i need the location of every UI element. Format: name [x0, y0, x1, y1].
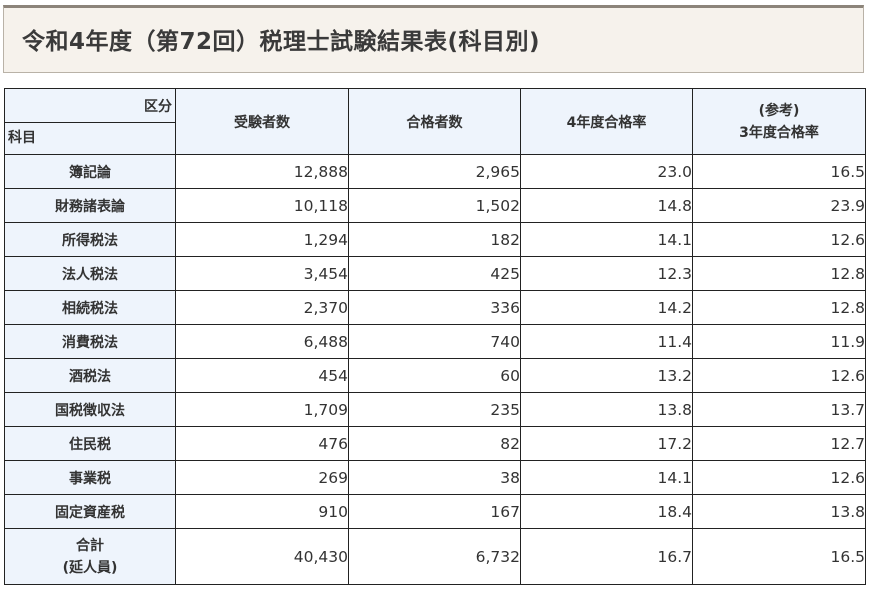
- subject-cell: 消費税法: [4, 324, 176, 359]
- table-row: 酒税法 454 60 13.2 12.6: [4, 358, 866, 393]
- corner-divider: [5, 122, 175, 123]
- passers-cell: 38: [348, 460, 521, 495]
- examinees-cell: 910: [175, 494, 349, 529]
- rate-r4-cell: 11.4: [520, 324, 693, 359]
- table-row: 簿記論 12,888 2,965 23.0 16.5: [4, 154, 866, 189]
- table-row: 国税徴収法 1,709 235 13.8 13.7: [4, 392, 866, 427]
- rate-r4-cell: 14.1: [520, 222, 693, 257]
- passers-cell: 60: [348, 358, 521, 393]
- total-row: 合計 (延人員) 40,430 6,732 16.7 16.5: [4, 528, 866, 585]
- passers-cell: 336: [348, 290, 521, 325]
- reference-label: (参考): [758, 102, 800, 119]
- passers-cell: 1,502: [348, 188, 521, 223]
- results-body: 簿記論 12,888 2,965 23.0 16.5 財務諸表論 10,118 …: [4, 154, 866, 585]
- table-row: 相続税法 2,370 336 14.2 12.8: [4, 290, 866, 325]
- examinees-header: 受験者数: [175, 88, 349, 155]
- rate-r4-cell: 14.2: [520, 290, 693, 325]
- rate-r4-cell: 12.3: [520, 256, 693, 291]
- rate-r4-cell: 13.2: [520, 358, 693, 393]
- title-box: 令和4年度（第72回）税理士試験結果表(科目別): [3, 5, 864, 73]
- rate-r3-label: 3年度合格率: [739, 124, 819, 141]
- rate-r3-header: (参考) 3年度合格率: [692, 88, 866, 155]
- examinees-cell: 454: [175, 358, 349, 393]
- subject-cell: 相続税法: [4, 290, 176, 325]
- passers-cell: 167: [348, 494, 521, 529]
- table-row: 事業税 269 38 14.1 12.6: [4, 460, 866, 495]
- passers-cell: 82: [348, 426, 521, 461]
- subject-cell: 固定資産税: [4, 494, 176, 529]
- rate-r3-cell: 13.8: [692, 494, 866, 529]
- passers-header: 合格者数: [348, 88, 521, 155]
- total-rate-r3-cell: 16.5: [692, 528, 866, 585]
- subject-cell: 事業税: [4, 460, 176, 495]
- rate-r3-cell: 12.8: [692, 256, 866, 291]
- examinees-cell: 12,888: [175, 154, 349, 189]
- rate-r4-cell: 18.4: [520, 494, 693, 529]
- passers-cell: 740: [348, 324, 521, 359]
- table-row: 消費税法 6,488 740 11.4 11.9: [4, 324, 866, 359]
- subject-cell: 財務諸表論: [4, 188, 176, 223]
- passers-cell: 425: [348, 256, 521, 291]
- subject-cell: 所得税法: [4, 222, 176, 257]
- rate-r3-cell: 13.7: [692, 392, 866, 427]
- rate-r3-cell: 12.6: [692, 460, 866, 495]
- table-row: 所得税法 1,294 182 14.1 12.6: [4, 222, 866, 257]
- total-passers-cell: 6,732: [348, 528, 521, 585]
- examinees-cell: 3,454: [175, 256, 349, 291]
- total-examinees-cell: 40,430: [175, 528, 349, 585]
- subject-cell: 簿記論: [4, 154, 176, 189]
- rate-r4-header: 4年度合格率: [520, 88, 693, 155]
- total-sublabel: (延人員): [62, 559, 118, 576]
- examinees-cell: 269: [175, 460, 349, 495]
- page-title: 令和4年度（第72回）税理士試験結果表(科目別): [22, 29, 541, 55]
- subject-header-label: 科目: [8, 130, 36, 146]
- header-row: 区分 科目 受験者数 合格者数 4年度合格率 (参考) 3年度合格率: [4, 88, 866, 155]
- total-label: 合計: [76, 537, 104, 554]
- rate-r3-cell: 12.7: [692, 426, 866, 461]
- rate-r4-cell: 23.0: [520, 154, 693, 189]
- rate-r3-cell: 12.6: [692, 222, 866, 257]
- rate-r4-cell: 17.2: [520, 426, 693, 461]
- rate-r3-cell: 12.6: [692, 358, 866, 393]
- examinees-cell: 476: [175, 426, 349, 461]
- total-rate-r4-cell: 16.7: [520, 528, 693, 585]
- rate-r3-cell: 12.8: [692, 290, 866, 325]
- rate-r3-cell: 16.5: [692, 154, 866, 189]
- examinees-cell: 10,118: [175, 188, 349, 223]
- corner-header-cell: 区分 科目: [4, 88, 176, 155]
- subject-cell: 国税徴収法: [4, 392, 176, 427]
- examinees-cell: 1,294: [175, 222, 349, 257]
- table-row: 住民税 476 82 17.2 12.7: [4, 426, 866, 461]
- total-label-cell: 合計 (延人員): [4, 528, 176, 585]
- subject-cell: 酒税法: [4, 358, 176, 393]
- examinees-cell: 2,370: [175, 290, 349, 325]
- passers-cell: 2,965: [348, 154, 521, 189]
- rate-r4-cell: 14.1: [520, 460, 693, 495]
- table-row: 法人税法 3,454 425 12.3 12.8: [4, 256, 866, 291]
- passers-cell: 182: [348, 222, 521, 257]
- rate-r3-cell: 11.9: [692, 324, 866, 359]
- examinees-cell: 6,488: [175, 324, 349, 359]
- examinees-cell: 1,709: [175, 392, 349, 427]
- table-row: 財務諸表論 10,118 1,502 14.8 23.9: [4, 188, 866, 223]
- subject-cell: 住民税: [4, 426, 176, 461]
- table-row: 固定資産税 910 167 18.4 13.8: [4, 494, 866, 529]
- subject-cell: 法人税法: [4, 256, 176, 291]
- category-header-label: 区分: [144, 99, 172, 115]
- results-table: 区分 科目 受験者数 合格者数 4年度合格率 (参考) 3年度合格率 簿記論 1…: [4, 88, 866, 585]
- rate-r3-cell: 23.9: [692, 188, 866, 223]
- passers-cell: 235: [348, 392, 521, 427]
- rate-r4-cell: 14.8: [520, 188, 693, 223]
- rate-r4-cell: 13.8: [520, 392, 693, 427]
